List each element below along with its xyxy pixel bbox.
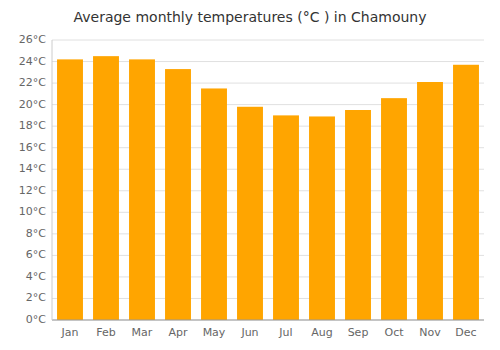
bar	[165, 69, 191, 320]
chart: 0°C 2°C 4°C 6°C 8°C 10°C 12°C 14°C 16°C 18°C 20°C 2…	[0, 0, 500, 350]
y-tick-label: 10°C	[19, 205, 46, 218]
x-tick-label: Jun	[240, 326, 258, 339]
y-tick-label: 0°C	[26, 313, 46, 326]
grid-line	[52, 320, 484, 321]
x-tick-label: Sep	[348, 326, 369, 339]
title: Average monthly temperatures (°C ) in Ch…	[73, 9, 426, 25]
y-axis-line	[52, 40, 53, 320]
x-axis-line	[52, 320, 484, 321]
x-tick-label: Jul	[278, 326, 292, 339]
bar	[129, 59, 155, 320]
bar	[453, 65, 479, 320]
grid-line	[52, 40, 484, 41]
bar	[273, 115, 299, 320]
y-grid	[52, 40, 484, 320]
bar	[309, 116, 335, 320]
x-axis: Jan Feb Mar Apr May Jun Jul Aug Sep Oct Nov Dec	[61, 326, 477, 339]
x-tick-label: Feb	[96, 326, 115, 339]
y-tick-label: 2°C	[26, 291, 46, 304]
x-tick-label: Oct	[384, 326, 404, 339]
y-tick-label: 14°C	[19, 162, 46, 175]
bar	[93, 56, 119, 320]
bar	[417, 82, 443, 320]
y-tick-label: 18°C	[19, 119, 46, 132]
chart-container: 0°C 2°C 4°C 6°C 8°C 10°C 12°C 14°C 16°C 18°C 20°C 2…	[0, 0, 500, 350]
bar	[237, 107, 263, 320]
x-tick-label: Jan	[61, 326, 79, 339]
x-tick-label: Mar	[132, 326, 153, 339]
x-tick-label: May	[203, 326, 226, 339]
x-tick-label: Nov	[419, 326, 441, 339]
y-tick-label: 12°C	[19, 184, 46, 197]
y-tick-label: 20°C	[19, 98, 46, 111]
y-tick-label: 4°C	[26, 270, 46, 283]
y-axis: 0°C 2°C 4°C 6°C 8°C 10°C 12°C 14°C 16°C 18°C 20°C 2…	[19, 33, 46, 326]
y-tick-label: 6°C	[26, 248, 46, 261]
y-tick-label: 22°C	[19, 76, 46, 89]
bar	[201, 88, 227, 320]
x-tick-label: Aug	[311, 326, 332, 339]
x-tick-label: Apr	[168, 326, 188, 339]
y-tick-label: 8°C	[26, 227, 46, 240]
bar	[345, 110, 371, 320]
x-tick-label: Dec	[455, 326, 476, 339]
bars	[57, 56, 479, 320]
bar	[57, 59, 83, 320]
y-tick-label: 26°C	[19, 33, 46, 46]
y-tick-label: 16°C	[19, 141, 46, 154]
y-tick-label: 24°C	[19, 55, 46, 68]
bar	[381, 98, 407, 320]
